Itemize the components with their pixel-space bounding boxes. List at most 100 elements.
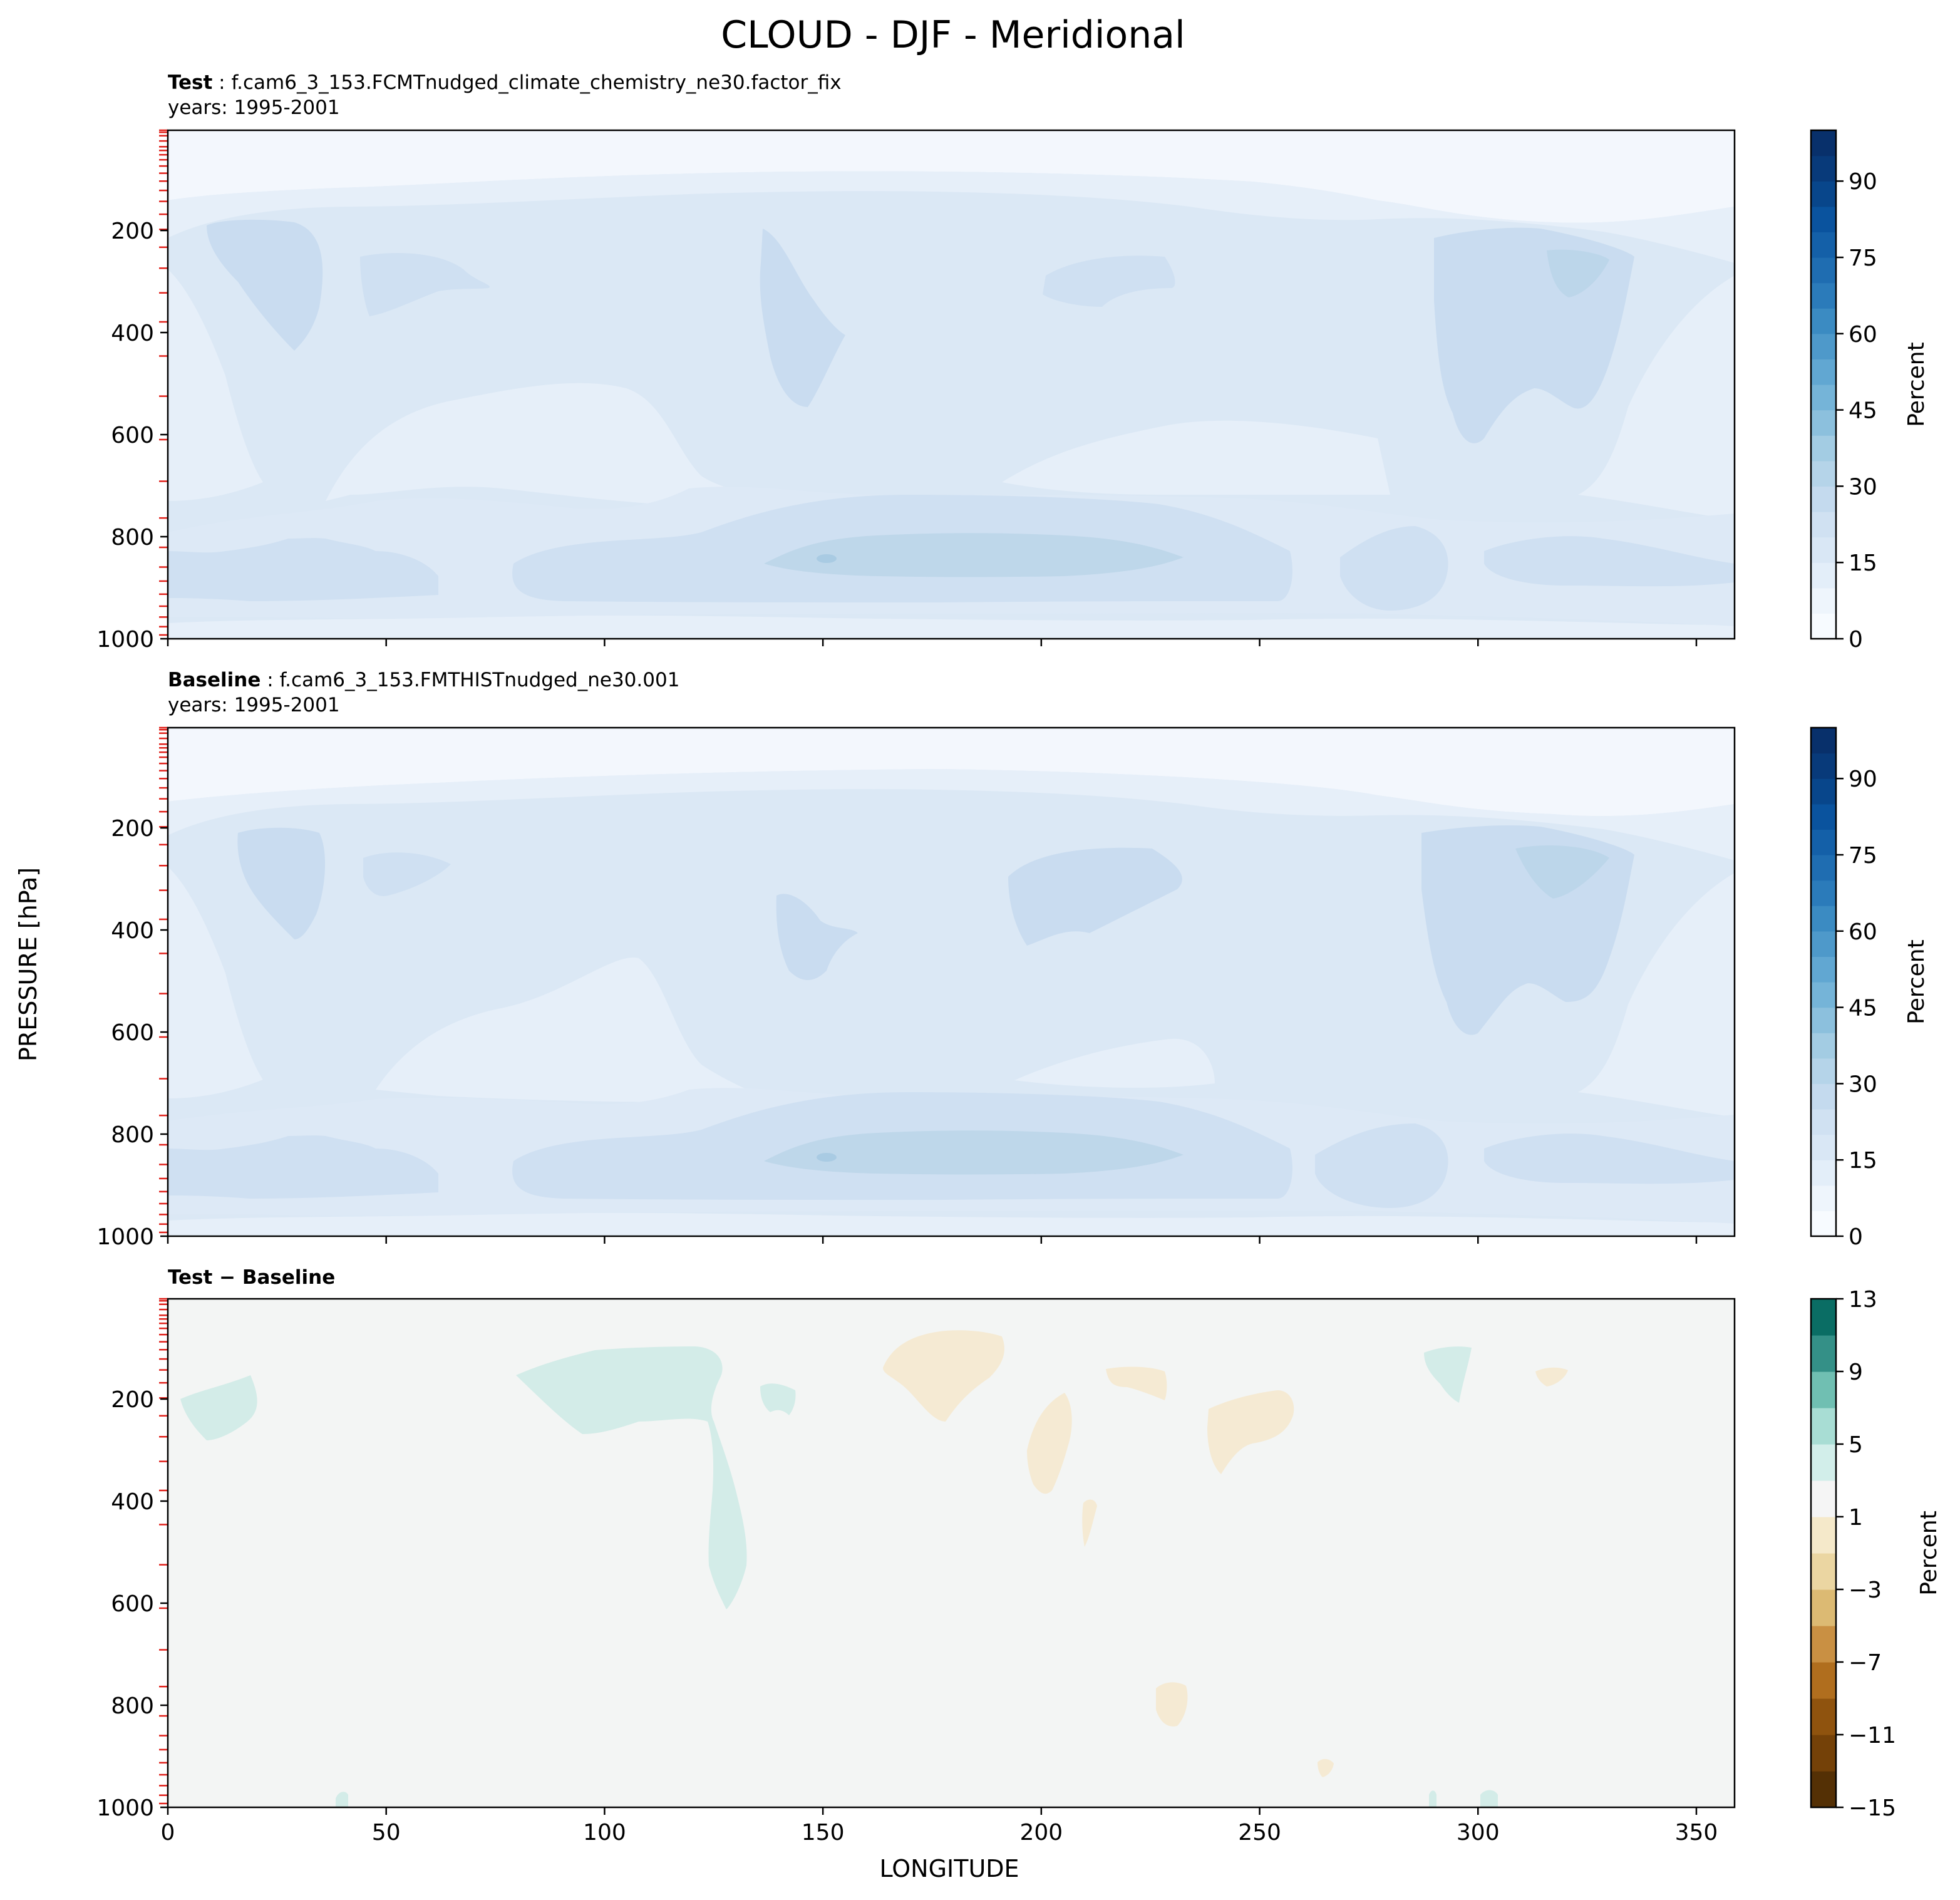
upper-clear-band <box>168 728 1735 817</box>
upper-light-band <box>168 171 1735 263</box>
colorbar-swatch <box>1811 537 1836 563</box>
colorbar-swatch <box>1811 1134 1836 1160</box>
colorbar-swatch <box>1811 130 1836 157</box>
x-tick-label: 250 <box>1238 1820 1281 1846</box>
negative-anomaly-7 <box>1156 1682 1188 1727</box>
x-tick-label: 150 <box>802 1820 845 1846</box>
x-axis-label: LONGITUDE <box>879 1855 1019 1882</box>
colorbar-swatch <box>1811 1371 1836 1408</box>
positive-anomaly-6 <box>1429 1790 1436 1807</box>
colorbar-swatch <box>1811 880 1836 906</box>
colorbar-tick-label: 9 <box>1849 1360 1863 1385</box>
colorbar-tick-label: 30 <box>1849 1071 1877 1097</box>
colorbar-test: 0 15 30 45 60 75 90 Percent <box>1810 129 1929 653</box>
colorbar-tick-label: −15 <box>1849 1795 1896 1821</box>
colorbar-swatch <box>1811 1698 1836 1735</box>
panel-baseline-years: years: 1995-2001 <box>168 694 340 716</box>
colorbar-tick-label: 5 <box>1849 1432 1863 1458</box>
y-tick-label: 600 <box>111 1591 154 1617</box>
y-tick-label: 400 <box>111 321 154 346</box>
colorbar-swatch <box>1811 1007 1836 1033</box>
x-tick-label: 300 <box>1457 1820 1500 1846</box>
low-cloud-west <box>168 1135 438 1199</box>
colorbar-swatch <box>1811 181 1836 207</box>
positive-anomaly-3 <box>760 1383 796 1415</box>
mid-light-region-3 <box>168 867 263 1098</box>
y-tick-label: 600 <box>111 1020 154 1046</box>
mid-light-region-2 <box>1014 1038 1215 1088</box>
positive-anomaly-7 <box>1480 1790 1498 1807</box>
y-tick-label: 200 <box>111 1387 154 1413</box>
colorbar-swatch <box>1811 257 1836 284</box>
colorbar-label: Percent <box>1904 939 1929 1024</box>
panel-diff-label: Test − Baseline <box>168 1266 335 1289</box>
low-light-band <box>168 615 1735 639</box>
upper-clear-band <box>168 130 1735 223</box>
colorbar-label: Percent <box>1904 342 1929 426</box>
positive-anomaly-2 <box>516 1346 747 1609</box>
y-axis-label: PRESSURE [hPa] <box>14 867 42 1061</box>
colorbar-tick-label: 90 <box>1849 169 1877 195</box>
mid-light-region-2 <box>1002 420 1390 495</box>
negative-anomaly-3 <box>1082 1499 1097 1547</box>
colorbar-tick-label: 0 <box>1849 1224 1863 1250</box>
upper-tropo-max-1 <box>207 219 323 351</box>
colorbar-tick-label: 75 <box>1849 245 1877 271</box>
colorbar-swatch <box>1811 1589 1836 1626</box>
axes-frame <box>167 726 1736 1237</box>
colorbar-swatch <box>1811 587 1836 614</box>
colorbar-swatch <box>1811 486 1836 512</box>
colorbar-tick-label: 13 <box>1849 1287 1877 1313</box>
y-tick-label: 800 <box>111 1693 154 1719</box>
y-tick-label: 400 <box>111 918 154 944</box>
colorbar-swatch <box>1811 1185 1836 1211</box>
colorbar-swatch <box>1811 956 1836 983</box>
axes-frame <box>167 129 1736 640</box>
colorbar-tick-label: 60 <box>1849 919 1877 945</box>
colorbar-swatch <box>1811 435 1836 462</box>
low-cloud-west <box>168 538 438 601</box>
panel-test-field <box>168 130 1735 639</box>
x-tick-label: 50 <box>372 1820 401 1846</box>
positive-anomaly-1 <box>180 1375 257 1440</box>
y-tick-label: 400 <box>111 1489 154 1515</box>
y-tick-label: 800 <box>111 525 154 550</box>
colorbar-swatch <box>1811 1735 1836 1772</box>
upper-tropo-max-4 <box>1043 256 1175 307</box>
negative-anomaly-4 <box>1106 1366 1167 1400</box>
colorbar-swatch <box>1811 385 1836 411</box>
colorbar-swatch <box>1811 931 1836 957</box>
colorbar-swatch <box>1811 778 1836 805</box>
axes-frame <box>167 1298 1736 1809</box>
colorbar-tick-label: 75 <box>1849 843 1877 869</box>
colorbar-swatch <box>1811 1408 1836 1445</box>
colorbar-swatch <box>1811 1160 1836 1186</box>
upper-tropo-max-1 <box>237 827 326 939</box>
y-tick-label: 1000 <box>96 1224 154 1250</box>
panel-diff-frame: 200 400 600 800 1000 0 50 100 150 200 250 300 350 <box>96 1298 1736 1846</box>
panel-test-label: Test : f.cam6_3_153.FCMTnudged_climate_c… <box>168 71 842 94</box>
panel-diff-field <box>168 1299 1735 1807</box>
upper-tropo-max-4 <box>1008 847 1182 946</box>
negative-anomaly-8 <box>1318 1758 1334 1777</box>
colorbar-swatch <box>1811 1299 1836 1336</box>
colorbar-swatch <box>1811 753 1836 779</box>
low-cloud-east-2 <box>1484 536 1735 587</box>
upper-tropo-max-6 <box>1515 845 1609 899</box>
colorbar-swatch <box>1811 728 1836 754</box>
negative-anomaly-5 <box>1207 1390 1294 1474</box>
colorbar-tick-label: 15 <box>1849 550 1877 576</box>
colorbar-baseline: 0 15 30 45 60 75 90 Percent <box>1810 726 1929 1250</box>
colorbar-tick-label: 0 <box>1849 627 1863 653</box>
colorbar-swatch <box>1811 359 1836 385</box>
colorbar-tick-label: 90 <box>1849 767 1877 792</box>
upper-tropo-max-2 <box>363 852 451 896</box>
mid-light-region-1 <box>376 958 764 1102</box>
colorbar-swatch <box>1811 1444 1836 1481</box>
low-cloud-max <box>764 533 1184 577</box>
low-cloud-east <box>1315 1123 1448 1208</box>
colorbar-swatch <box>1811 1662 1836 1699</box>
x-tick-label: 200 <box>1019 1820 1063 1846</box>
upper-tropo-max-3 <box>760 229 845 407</box>
